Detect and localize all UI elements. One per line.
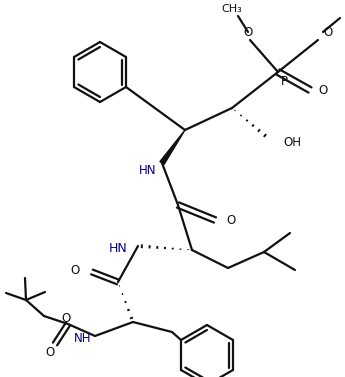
Text: O: O	[71, 264, 80, 276]
Text: O: O	[318, 83, 327, 97]
Polygon shape	[160, 130, 185, 164]
Text: HN: HN	[139, 164, 157, 176]
Text: O: O	[226, 213, 235, 227]
Text: P: P	[281, 75, 288, 88]
Text: O: O	[46, 345, 55, 359]
Text: O: O	[61, 311, 71, 325]
Text: HN: HN	[109, 242, 127, 254]
Text: NH: NH	[74, 331, 92, 345]
Text: O: O	[243, 26, 253, 38]
Text: OH: OH	[283, 135, 301, 149]
Text: O: O	[323, 26, 332, 38]
Text: CH₃: CH₃	[221, 4, 243, 14]
